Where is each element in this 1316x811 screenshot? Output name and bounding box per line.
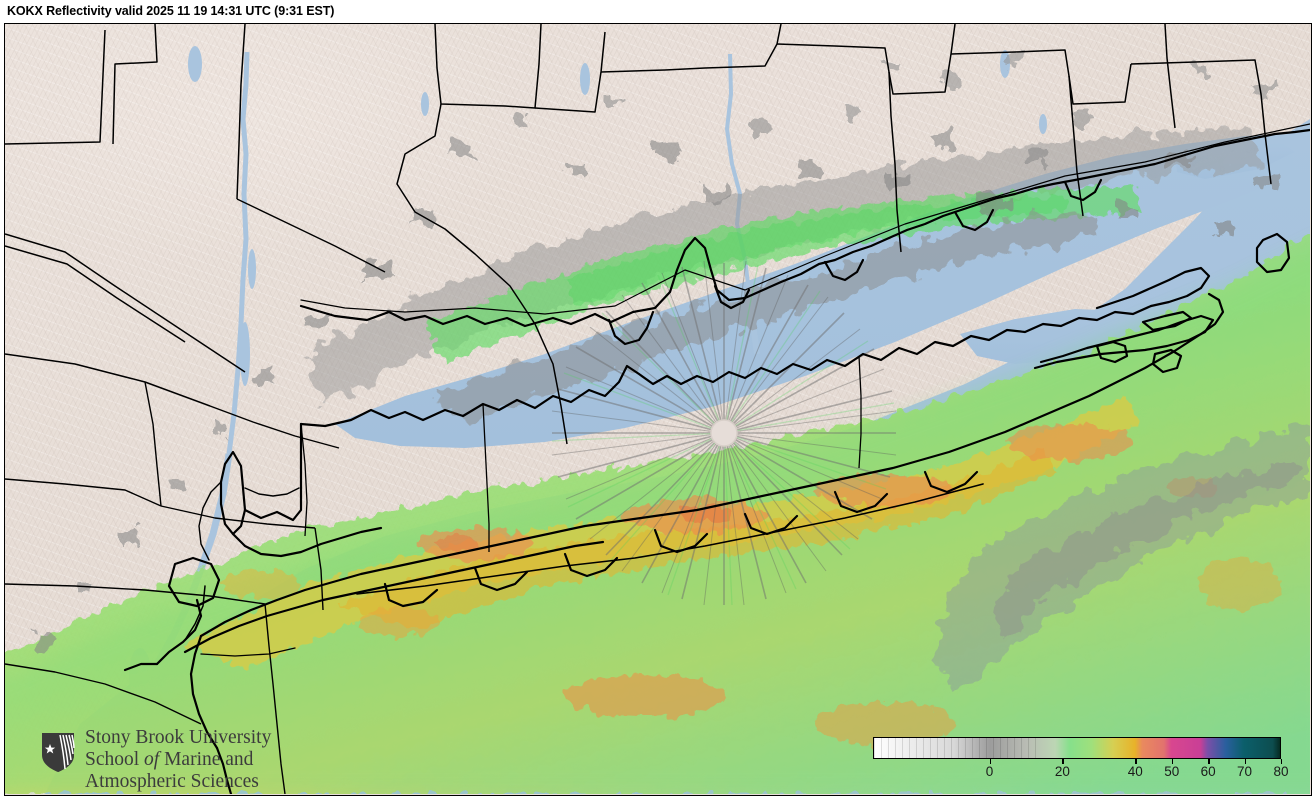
colorbar-tick (1208, 759, 1210, 764)
logo-line-2: School of Marine and (85, 749, 271, 771)
colorbar-tick (1135, 759, 1137, 764)
logo-text: Stony Brook University School of Marine … (85, 727, 271, 793)
colorbar-tick (1171, 759, 1174, 764)
radar-center-artifacts (551, 260, 897, 606)
logo-line-3: Atmospheric Sciences (85, 771, 259, 792)
map-clip (5, 24, 1311, 795)
colorbar-tick-label: 20 (1054, 764, 1070, 779)
reflectivity-colorbar[interactable]: 0 20 40 50 60 70 80 (873, 737, 1289, 785)
colorbar-tick-label: 50 (1164, 764, 1180, 779)
colorbar-tick (1062, 759, 1064, 764)
logo-line-2b: Marine and (159, 749, 254, 770)
colorbar-tick-label: 40 (1127, 764, 1143, 779)
stony-brook-logo: Stony Brook University School of Marine … (41, 727, 341, 795)
colorbar-tick-label: 80 (1273, 764, 1289, 779)
radar-cone-of-silence (711, 420, 737, 446)
colorbar-grey-steps (874, 738, 1041, 758)
shield-star-icon (42, 733, 75, 772)
logo-line-2-italic: of (144, 749, 160, 770)
colorbar-tick (1281, 759, 1283, 764)
colorbar-tick (1244, 759, 1246, 764)
boundaries-layer (5, 24, 1310, 794)
colorbar-gradient (873, 737, 1281, 759)
colorbar-tick-label: 0 (985, 764, 994, 779)
radar-map-panel[interactable]: 0 20 40 50 60 70 80 Stony Brook University (4, 23, 1312, 796)
logo-line-2a: School (85, 749, 145, 770)
colorbar-tick-label: 70 (1237, 764, 1253, 779)
logo-line-1: Stony Brook University (85, 727, 272, 748)
colorbar-tick-label: 60 (1200, 764, 1216, 779)
colorbar-ticks: 0 20 40 50 60 70 80 (873, 759, 1289, 785)
colorbar-tick (989, 759, 991, 764)
page-title: KOKX Reflectivity valid 2025 11 19 14:31… (7, 4, 335, 18)
